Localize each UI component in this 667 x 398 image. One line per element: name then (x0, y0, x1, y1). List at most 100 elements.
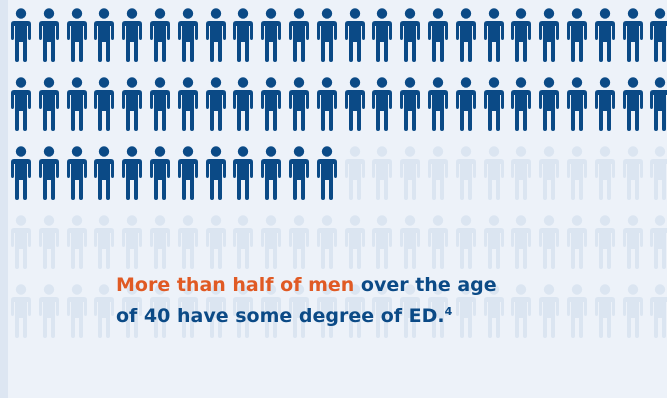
person-icon (622, 215, 643, 269)
person-icon (38, 284, 59, 338)
left-border (0, 0, 8, 398)
person-icon (455, 77, 476, 131)
person-icon (428, 215, 448, 269)
person-icon (261, 284, 282, 338)
person-icon (150, 8, 170, 62)
person-icon (567, 8, 587, 62)
person-icon (372, 77, 393, 131)
person-icon (483, 284, 504, 338)
person-icon (594, 146, 615, 200)
person-icon (11, 215, 31, 269)
person-icon (483, 77, 504, 131)
person-icon (205, 146, 226, 200)
person-icon (289, 77, 309, 131)
person-icon (150, 284, 170, 338)
person-icon (66, 215, 87, 269)
person-icon (344, 146, 365, 200)
person-icon (567, 215, 587, 269)
person-icon (428, 8, 448, 62)
person-icon (289, 215, 309, 269)
person-icon (372, 215, 393, 269)
person-icon (372, 8, 393, 62)
person-icon (594, 215, 615, 269)
caption-text-line1: over the age (354, 274, 497, 296)
person-icon (177, 284, 198, 338)
person-icon (483, 215, 504, 269)
person-icon (567, 77, 587, 131)
person-icon (455, 215, 476, 269)
person-icon (150, 146, 170, 200)
person-icon (94, 284, 115, 338)
person-icon (289, 284, 309, 338)
person-icon (205, 77, 226, 131)
person-icon (122, 8, 143, 62)
person-icon (122, 146, 143, 200)
person-icon (316, 146, 337, 200)
person-icon (650, 77, 667, 131)
person-icon (483, 8, 504, 62)
person-icon (344, 77, 365, 131)
person-icon (94, 215, 115, 269)
person-icon (94, 146, 115, 200)
person-icon (455, 8, 476, 62)
person-icon (400, 77, 421, 131)
person-icon (316, 284, 337, 338)
person-icon (11, 284, 31, 338)
caption-highlight: More than half of men (116, 274, 355, 296)
person-icon (316, 77, 337, 131)
person-icon (567, 146, 587, 200)
person-icon (428, 284, 448, 338)
person-icon (428, 77, 448, 131)
person-icon (455, 284, 476, 338)
person-icon (539, 284, 560, 338)
person-icon (316, 8, 337, 62)
person-icon (483, 146, 504, 200)
person-icon (66, 8, 87, 62)
person-icon (261, 215, 282, 269)
person-icon (539, 146, 560, 200)
person-icon (344, 215, 365, 269)
person-icon (205, 284, 226, 338)
person-icon (233, 284, 254, 338)
person-icon (539, 215, 560, 269)
person-icon (622, 146, 643, 200)
person-icon (261, 77, 282, 131)
person-icon (400, 284, 421, 338)
person-icon (289, 146, 309, 200)
person-icon (94, 8, 115, 62)
person-icon (11, 77, 31, 131)
person-icon (94, 77, 115, 131)
person-icon (38, 146, 59, 200)
person-icon (622, 77, 643, 131)
person-icon (511, 77, 532, 131)
person-icon (261, 146, 282, 200)
person-icon (372, 146, 393, 200)
person-icon (622, 284, 643, 338)
person-icon (38, 215, 59, 269)
person-icon (122, 284, 143, 338)
person-icon (316, 215, 337, 269)
person-icon (594, 284, 615, 338)
person-icon (539, 77, 560, 131)
person-icon (233, 77, 254, 131)
person-icon (38, 77, 59, 131)
person-icon (511, 215, 532, 269)
person-icon (66, 284, 87, 338)
person-icon (344, 8, 365, 62)
person-icon (400, 215, 421, 269)
person-icon (177, 146, 198, 200)
person-icon (539, 8, 560, 62)
person-icon (511, 284, 532, 338)
person-icon (372, 284, 393, 338)
person-icon (594, 8, 615, 62)
person-icon (122, 215, 143, 269)
person-icon (177, 8, 198, 62)
person-icon (567, 284, 587, 338)
person-icon (650, 284, 667, 338)
person-icon (650, 8, 667, 62)
person-icon (455, 146, 476, 200)
person-icon (233, 8, 254, 62)
person-icon (233, 146, 254, 200)
